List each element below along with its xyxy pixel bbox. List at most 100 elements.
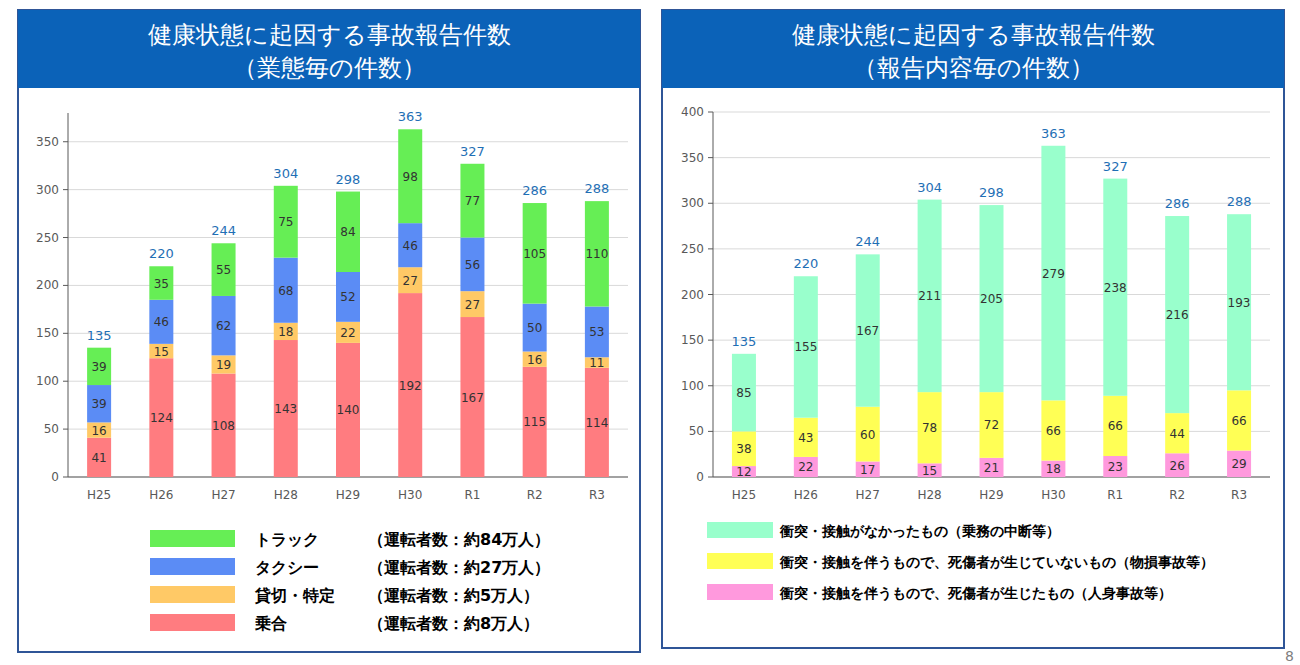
tick-mark <box>63 141 68 142</box>
tick-label: 300 <box>681 196 704 210</box>
title: 健康状態に起因する事故報告件数 <box>148 21 511 49</box>
data-label: 41 <box>91 451 106 465</box>
bar-segment <box>1103 396 1127 456</box>
data-label: 46 <box>154 315 169 329</box>
data-label: 55 <box>216 263 231 277</box>
bar-segment <box>149 266 173 300</box>
data-label: 167 <box>461 391 484 405</box>
data-label: 16 <box>527 353 542 367</box>
total-label: 288 <box>1227 194 1252 209</box>
total-label: 135 <box>87 328 112 343</box>
data-label: 238 <box>1104 281 1127 295</box>
tick-label: 250 <box>36 231 59 245</box>
data-label: 18 <box>1046 462 1061 476</box>
bar-segment <box>87 348 111 385</box>
bar-segment <box>585 201 609 306</box>
data-label: 52 <box>340 290 355 304</box>
data-label: 110 <box>585 247 608 261</box>
tick-mark <box>63 333 68 334</box>
bar-segment <box>149 344 173 358</box>
bar-segment <box>732 431 756 466</box>
bars <box>732 146 1251 477</box>
bar-segment <box>212 355 236 373</box>
tick-mark <box>708 203 713 204</box>
data-label: 78 <box>922 421 937 435</box>
data-label: 11 <box>589 356 604 370</box>
bar-segment <box>274 340 298 477</box>
category-label: R3 <box>1231 488 1247 502</box>
bar-segment <box>87 385 111 422</box>
data-label: 26 <box>1170 459 1185 473</box>
data-label: 62 <box>216 319 231 333</box>
category-label: H25 <box>87 488 111 502</box>
data-label: 19 <box>216 358 231 372</box>
tick-mark <box>63 237 68 238</box>
y-axis <box>713 112 714 477</box>
tick-mark <box>63 285 68 286</box>
grid-line <box>713 112 1270 113</box>
data-label: 211 <box>918 289 941 303</box>
bar-segment <box>149 300 173 344</box>
data-label: 279 <box>1042 267 1065 281</box>
total-label: 244 <box>855 234 880 249</box>
tick-label: 100 <box>36 374 59 388</box>
legend-swatch <box>707 584 773 600</box>
tick-label: 400 <box>681 105 704 119</box>
bar-segment <box>398 267 422 293</box>
category-label: R2 <box>1169 488 1185 502</box>
data-label: 75 <box>278 215 293 229</box>
data-label: 27 <box>403 274 418 288</box>
total-label: 288 <box>584 181 609 196</box>
bars <box>87 129 609 477</box>
data-label: 35 <box>154 277 169 291</box>
total-label: 304 <box>273 166 298 181</box>
tick-label: 250 <box>681 242 704 256</box>
tick-mark <box>63 189 68 190</box>
bar-segment <box>1165 216 1189 413</box>
page: 健康状態に起因する事故報告件数（業態毎の件数）05010015020025030… <box>0 0 1300 665</box>
bar-segment <box>212 374 236 477</box>
legend-swatch <box>707 522 773 538</box>
bar-segment <box>980 205 1004 392</box>
tick-mark <box>708 294 713 295</box>
bar-segment <box>212 296 236 355</box>
tick-mark <box>63 381 68 382</box>
data-label: 53 <box>589 325 604 339</box>
tick-label: 350 <box>681 151 704 165</box>
legend-swatch <box>150 530 235 547</box>
category-label: H27 <box>211 488 235 502</box>
bar-segment <box>1103 456 1127 477</box>
total-label: 327 <box>460 144 485 159</box>
bar-segment <box>1041 400 1065 460</box>
category-label: H30 <box>398 488 422 502</box>
data-label: 72 <box>984 418 999 432</box>
data-label: 66 <box>1231 414 1246 428</box>
tick-label: 100 <box>681 379 704 393</box>
tick-mark <box>63 429 68 430</box>
data-label: 140 <box>337 403 360 417</box>
data-label: 38 <box>736 442 751 456</box>
data-label: 216 <box>1166 308 1189 322</box>
bar-segment <box>87 438 111 477</box>
chart: 健康状態に起因する事故報告件数（報告内容毎の件数）050100150200250… <box>662 10 1284 648</box>
category-label: R1 <box>464 488 480 502</box>
legend-note: （運転者数：約5万人） <box>368 586 539 605</box>
total-label: 363 <box>398 109 423 124</box>
total-label: 298 <box>979 185 1004 200</box>
data-label: 43 <box>798 431 813 445</box>
tick-mark <box>63 477 68 478</box>
data-label: 56 <box>465 258 480 272</box>
grid-line <box>68 141 628 142</box>
category-label: H29 <box>336 488 360 502</box>
data-label: 27 <box>465 298 480 312</box>
legend-label: 衝突・接触を伴うもので、死傷者が生じたもの（人身事故等） <box>779 585 1172 602</box>
total-label: 304 <box>917 180 942 195</box>
data-label: 98 <box>403 170 418 184</box>
tick-mark <box>708 431 713 432</box>
data-label: 115 <box>523 415 546 429</box>
category-label: R2 <box>527 488 543 502</box>
header-band <box>662 10 1284 88</box>
bar-segment <box>212 243 236 296</box>
total-label: 363 <box>1041 126 1066 141</box>
bar-segment <box>794 457 818 477</box>
